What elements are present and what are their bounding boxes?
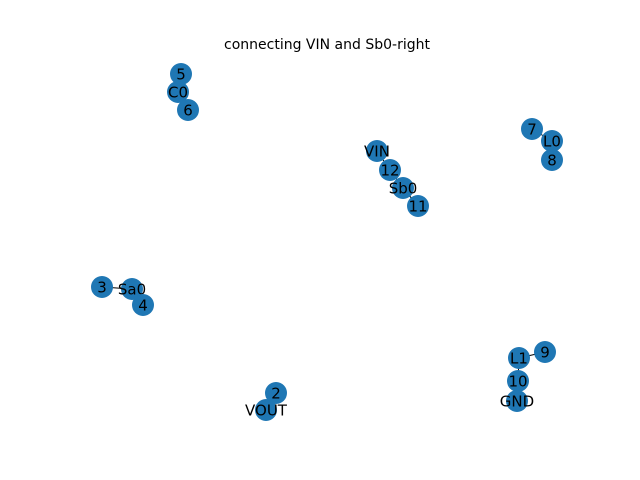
node-label: 8: [547, 152, 557, 170]
node-label: GND: [500, 393, 534, 411]
node-label: VIN: [364, 143, 390, 161]
node-circle: [366, 140, 388, 162]
node-label: 6: [183, 102, 193, 120]
node-L0: L0: [541, 130, 563, 152]
node-label: L0: [543, 133, 561, 151]
node-circle: [521, 118, 543, 140]
edge-layer: [101, 73, 553, 411]
node-circle: [121, 278, 143, 300]
node-circle: [392, 177, 414, 199]
node-circle: [379, 159, 401, 181]
node-circle: [91, 276, 113, 298]
node-C0: C0: [167, 81, 189, 103]
node-circle: [507, 370, 529, 392]
node-VOUT: VOUT: [245, 399, 288, 421]
node-label: 3: [97, 279, 107, 297]
node-label: C0: [168, 84, 188, 102]
node-10: 10: [507, 370, 529, 392]
node-11: 11: [407, 195, 429, 217]
graph-title: connecting VIN and Sb0-right: [224, 37, 430, 53]
node-circle: [265, 382, 287, 404]
node-GND: GND: [500, 390, 534, 412]
node-L1: L1: [508, 347, 530, 369]
node-circle: [170, 63, 192, 85]
node-label: 4: [138, 297, 148, 315]
node-circle: [508, 347, 530, 369]
node-label: 9: [540, 344, 550, 362]
node-VIN: VIN: [364, 140, 390, 162]
node-circle: [177, 99, 199, 121]
node-circle: [541, 130, 563, 152]
node-3: 3: [91, 276, 113, 298]
node-4: 4: [132, 294, 154, 316]
node-label: VOUT: [245, 402, 288, 420]
node-Sb0: Sb0: [389, 177, 418, 199]
node-label: 2: [271, 385, 281, 403]
node-8: 8: [541, 149, 563, 171]
node-label: L1: [510, 350, 528, 368]
node-circle: [407, 195, 429, 217]
node-label: Sb0: [389, 180, 418, 198]
node-label: 11: [408, 198, 427, 216]
node-circle: [506, 390, 528, 412]
node-5: 5: [170, 63, 192, 85]
node-Sa0: Sa0: [118, 278, 146, 300]
node-12: 12: [379, 159, 401, 181]
node-label: 7: [527, 121, 537, 139]
node-circle: [167, 81, 189, 103]
node-label: 12: [380, 162, 399, 180]
node-label: 10: [508, 373, 527, 391]
node-label: Sa0: [118, 281, 146, 299]
node-7: 7: [521, 118, 543, 140]
node-2: 2: [265, 382, 287, 404]
node-circle: [132, 294, 154, 316]
node-label: 5: [176, 66, 186, 84]
node-circle: [541, 149, 563, 171]
node-circle: [255, 399, 277, 421]
node-9: 9: [534, 341, 556, 363]
node-6: 6: [177, 99, 199, 121]
node-circle: [534, 341, 556, 363]
